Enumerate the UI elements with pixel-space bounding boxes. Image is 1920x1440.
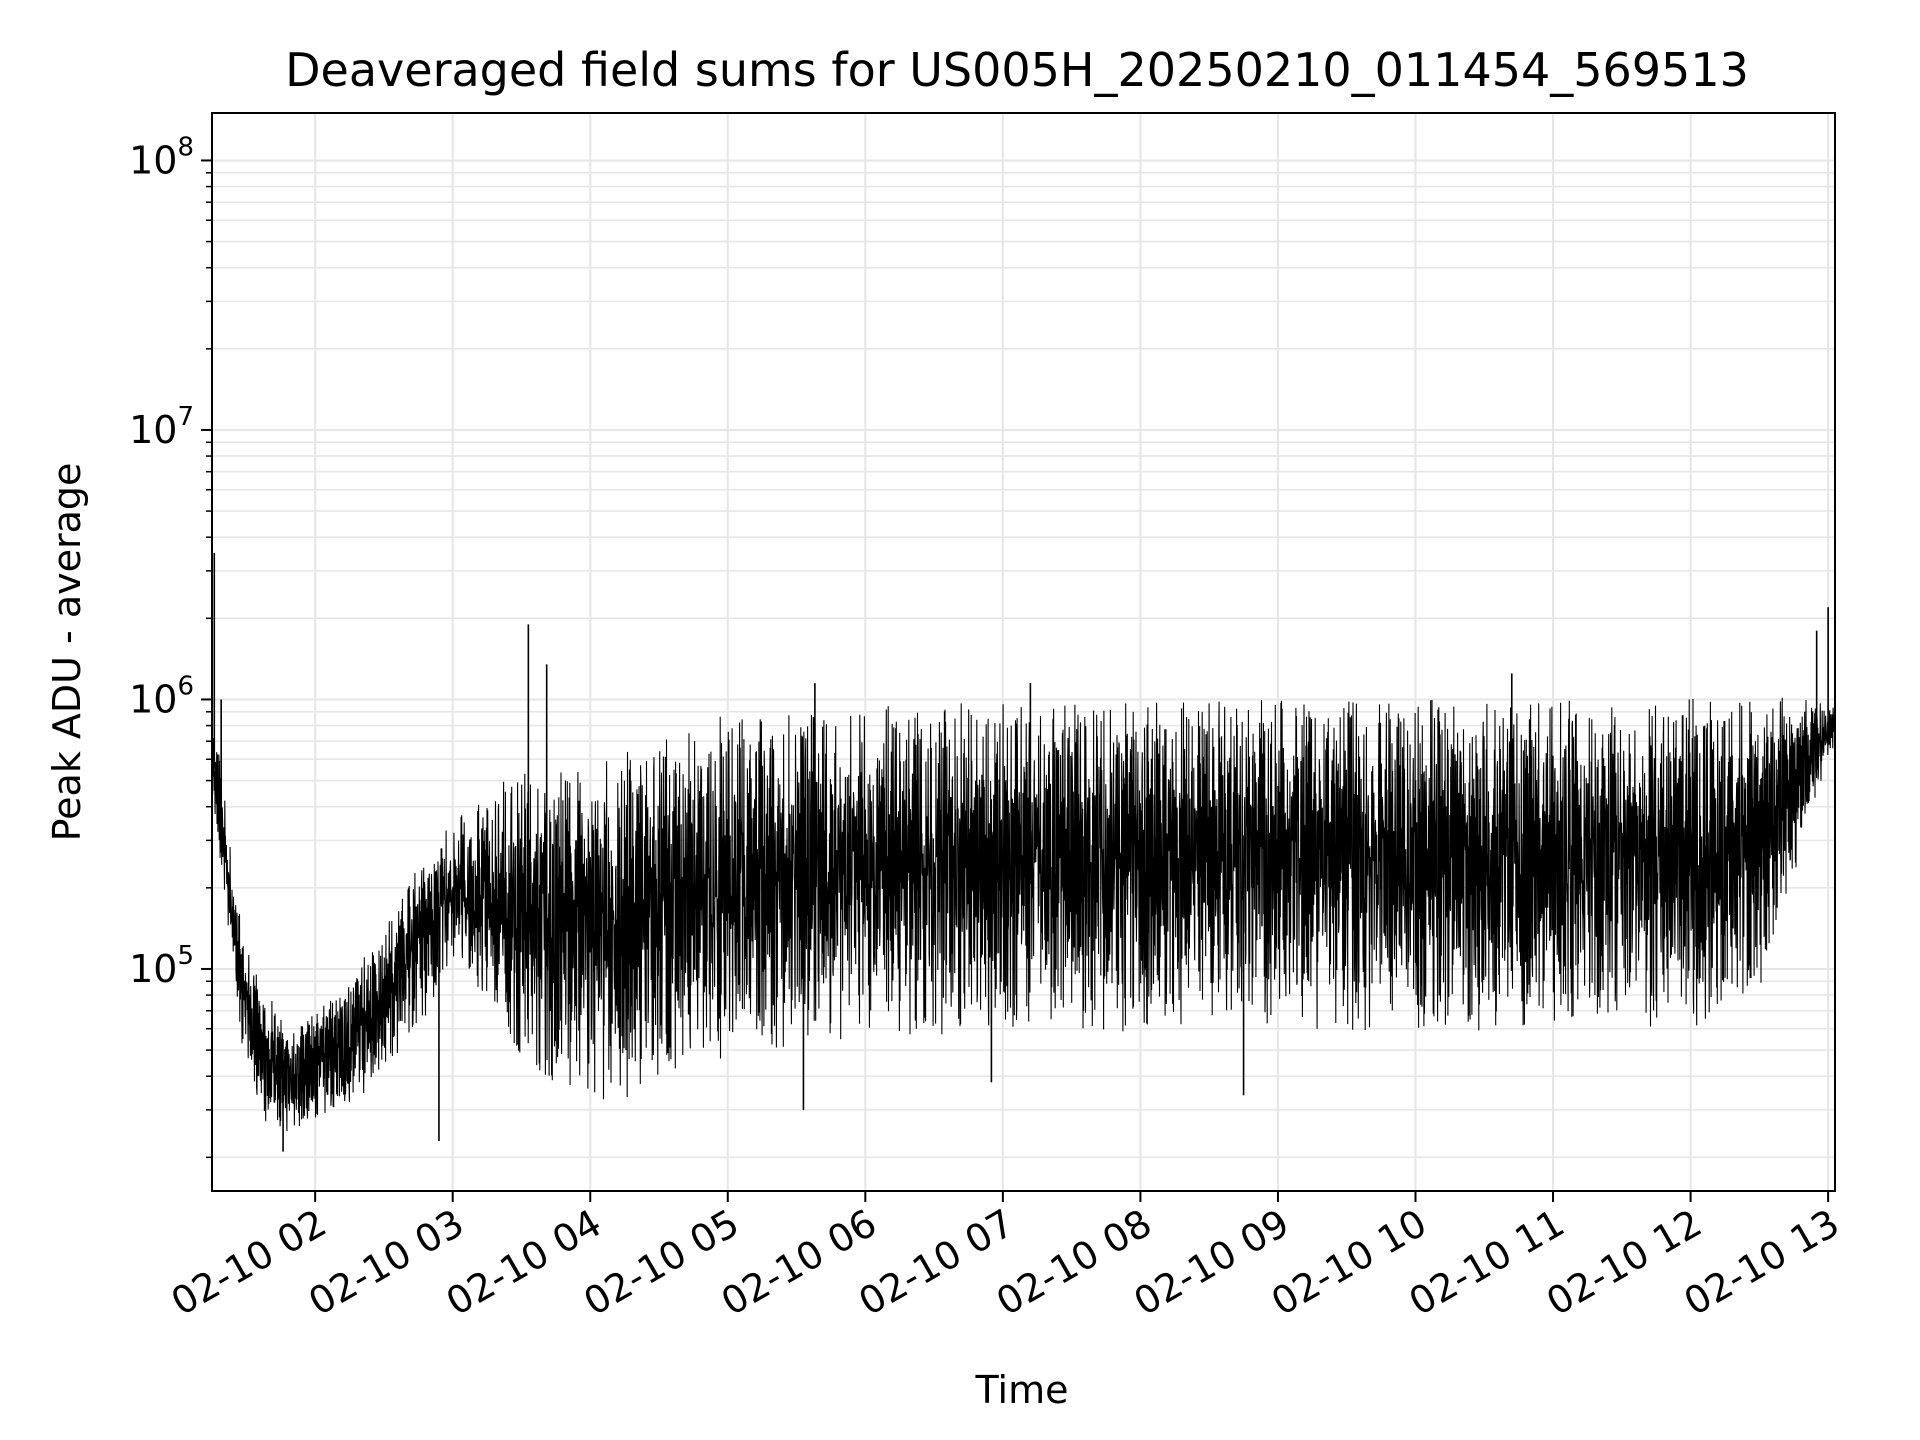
x-tick-label: 02-10 09 xyxy=(1126,1201,1296,1325)
x-tick-label: 02-10 07 xyxy=(851,1201,1021,1325)
x-axis-label: Time xyxy=(975,1368,1069,1412)
x-tick-label: 02-10 11 xyxy=(1402,1201,1572,1325)
chart-title: Deaveraged field sums for US005H_2025021… xyxy=(285,43,1749,97)
plot-frame xyxy=(211,112,1836,1192)
x-tick-label: 02-10 06 xyxy=(714,1201,884,1325)
y-tick-label: 106 xyxy=(129,671,194,721)
x-tick-label: 02-10 13 xyxy=(1677,1201,1847,1325)
grid xyxy=(212,113,1835,1191)
x-tick-label: 02-10 02 xyxy=(164,1201,334,1325)
x-tick-label: 02-10 04 xyxy=(439,1201,609,1325)
x-tick-label: 02-10 10 xyxy=(1264,1201,1434,1325)
x-tick-label: 02-10 12 xyxy=(1539,1201,1709,1325)
y-tick-label: 105 xyxy=(129,941,194,991)
series-line xyxy=(211,552,1836,1152)
series-path xyxy=(211,697,1836,1132)
y-tick-label: 108 xyxy=(129,132,194,182)
x-tick-label: 02-10 05 xyxy=(576,1201,746,1325)
x-tick-label: 02-10 08 xyxy=(989,1201,1159,1325)
y-axis-ticks: 105 106 107 108 xyxy=(129,132,212,1159)
y-axis-label: Peak ADU - average xyxy=(45,463,89,842)
x-tick-label: 02-10 03 xyxy=(301,1201,471,1325)
y-tick-label: 107 xyxy=(129,402,194,452)
